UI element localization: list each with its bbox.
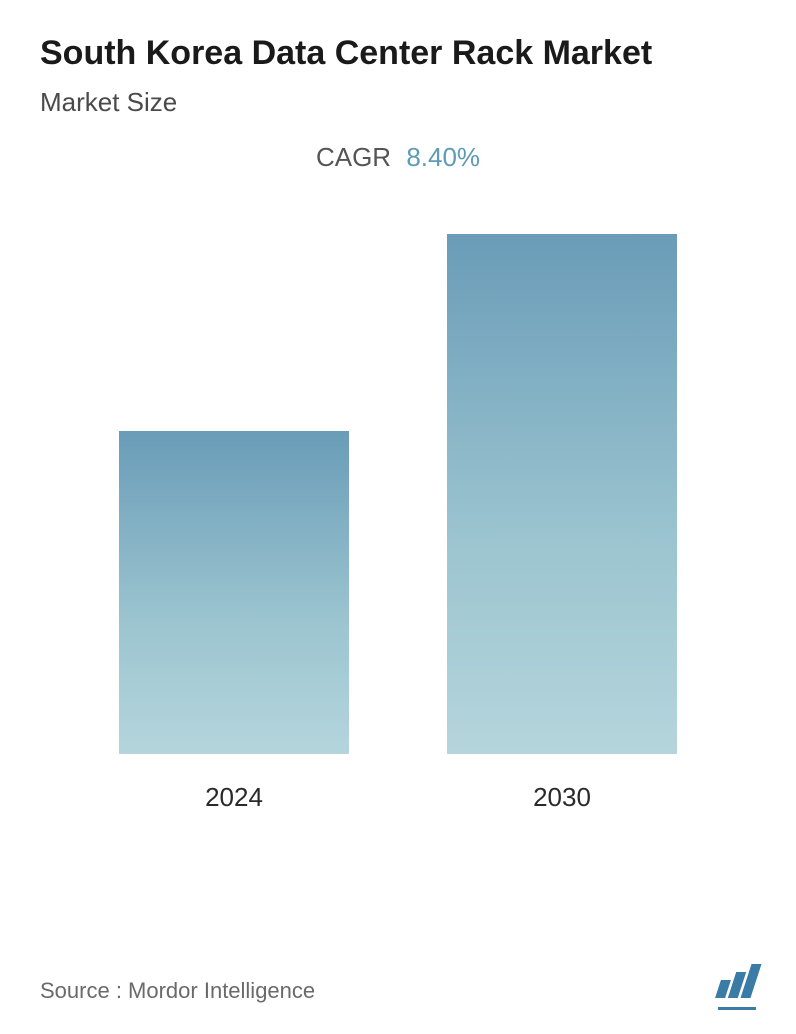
bar-label-2024: 2024	[205, 782, 263, 813]
brand-logo	[718, 964, 756, 1004]
bar-group-2024: 2024	[119, 431, 349, 812]
bar-label-2030: 2030	[533, 782, 591, 813]
chart-area: 2024 2030	[40, 233, 756, 813]
cagr-row: CAGR 8.40%	[40, 142, 756, 173]
source-text: Source : Mordor Intelligence	[40, 978, 315, 1004]
bar-group-2030: 2030	[447, 234, 677, 813]
chart-subtitle: Market Size	[40, 87, 756, 118]
bar-2030	[447, 234, 677, 754]
cagr-label: CAGR	[316, 142, 391, 172]
bar-2024	[119, 431, 349, 753]
footer: Source : Mordor Intelligence	[40, 964, 756, 1004]
logo-bars-icon	[718, 964, 756, 998]
cagr-value: 8.40%	[406, 142, 480, 172]
chart-title: South Korea Data Center Rack Market	[40, 32, 740, 75]
